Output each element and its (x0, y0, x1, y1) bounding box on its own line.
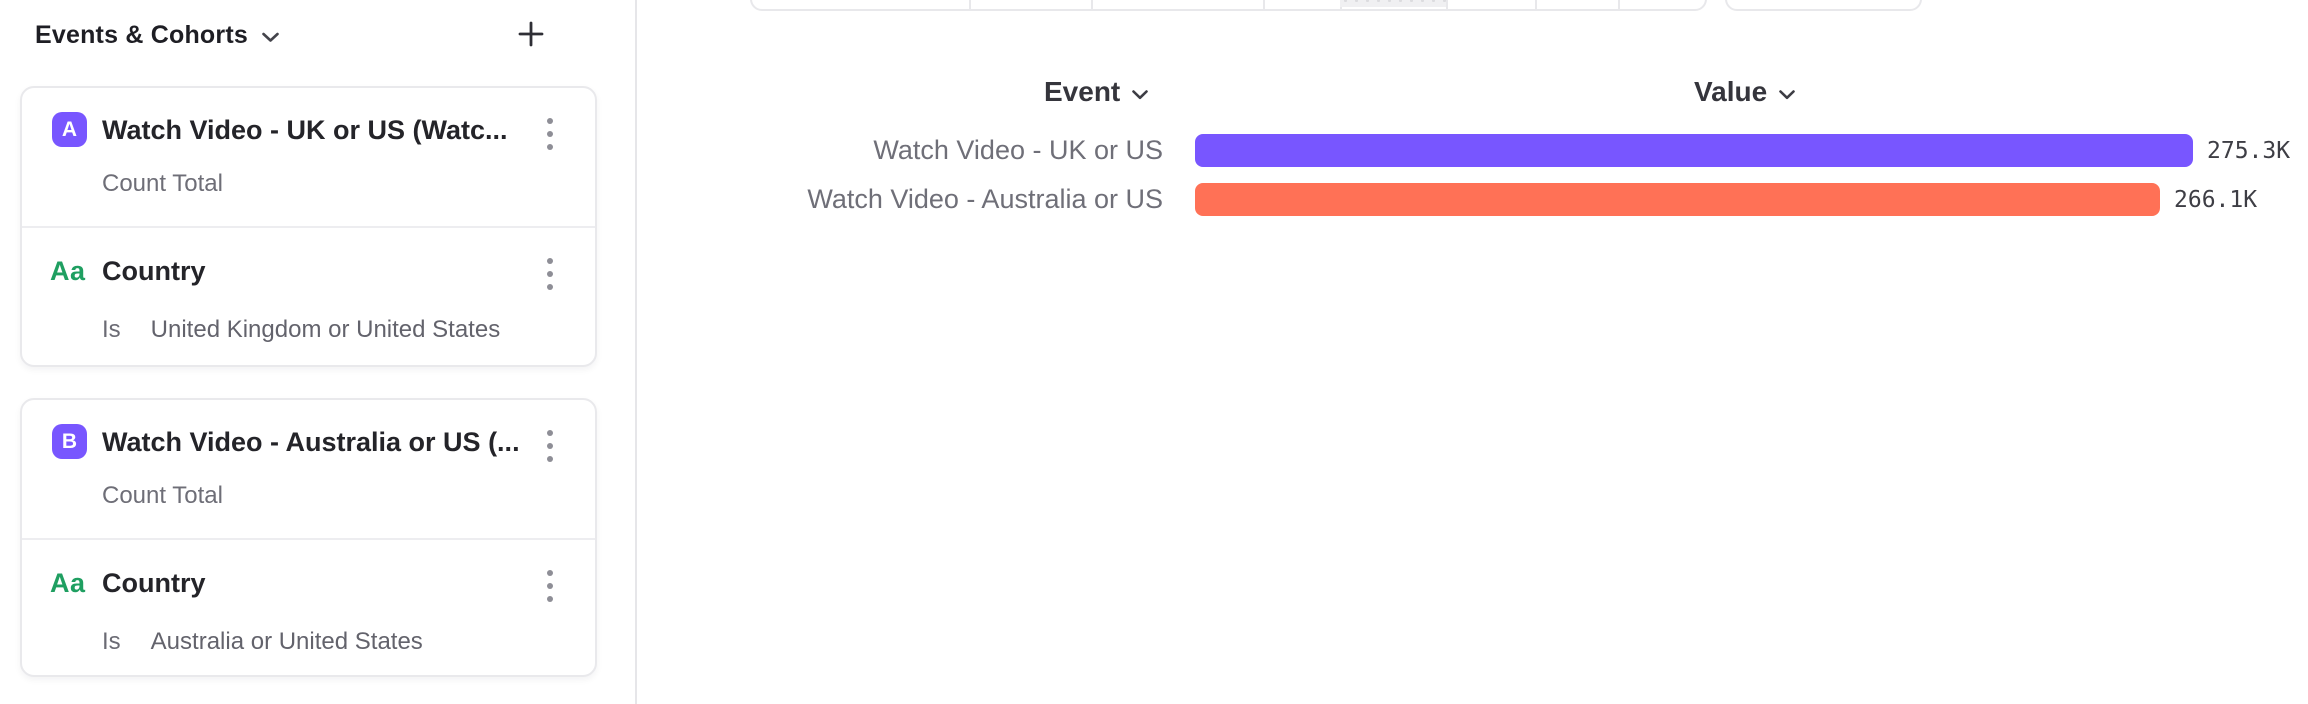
filter-operand: Australia or United States (150, 628, 423, 655)
add-event-button[interactable] (509, 13, 553, 57)
series-badge-b: B (52, 424, 87, 459)
visualization-toolbar[interactable] (750, 0, 1707, 11)
toolbar-button[interactable] (1725, 0, 1922, 11)
selected-toolbar-segment[interactable] (1340, 0, 1446, 7)
bar-value: 275.3K (2207, 137, 2291, 164)
chevron-down-icon (1779, 89, 1795, 100)
filter-row[interactable]: Aa Country Is Australia or United States (22, 538, 595, 677)
report-canvas: Event Value Watch Video - UK or US 275.3… (639, 0, 2308, 704)
event-name: Watch Video - Australia or US (... (102, 427, 520, 457)
filter-row[interactable]: Aa Country Is United Kingdom or United S… (22, 226, 595, 365)
event-options-button[interactable] (533, 424, 567, 468)
filter-operand: United Kingdom or United States (150, 316, 501, 343)
chart-row: Watch Video - Australia or US 266.1K (639, 183, 2257, 216)
panel-title-dropdown[interactable]: Events & Cohorts (35, 21, 279, 50)
event-card-b: B Watch Video - Australia or US (... Cou… (20, 398, 597, 677)
chevron-down-icon (262, 32, 279, 43)
event-measurement[interactable]: Count Total (102, 170, 223, 197)
series-label: Watch Video - Australia or US (807, 184, 1163, 214)
chart-row: Watch Video - UK or US 275.3K (639, 134, 2290, 167)
event-measurement[interactable]: Count Total (102, 482, 223, 509)
string-property-icon: Aa (50, 568, 86, 598)
plus-icon (518, 21, 544, 50)
filter-options-button[interactable] (533, 564, 567, 608)
events-cohorts-panel: Events & Cohorts A Watch Video - UK or U… (0, 0, 637, 704)
property-name: Country (102, 256, 206, 286)
filter-condition[interactable]: Is United Kingdom or United States (102, 316, 500, 344)
series-badge-a: A (52, 112, 87, 147)
event-column-header[interactable]: Event (1044, 76, 1149, 108)
bar-australia-or-us[interactable] (1195, 183, 2160, 216)
event-name: Watch Video - UK or US (Watc... (102, 115, 508, 145)
event-card-a: A Watch Video - UK or US (Watc... Count … (20, 86, 597, 367)
filter-condition[interactable]: Is Australia or United States (102, 628, 423, 656)
series-label: Watch Video - UK or US (873, 135, 1163, 165)
bar-uk-or-us[interactable] (1195, 134, 2193, 167)
filter-operator: Is (102, 316, 121, 343)
panel-header: Events & Cohorts (35, 15, 605, 55)
panel-title: Events & Cohorts (35, 20, 248, 49)
bar-value: 266.1K (2174, 186, 2258, 213)
chevron-down-icon (1132, 89, 1149, 100)
event-row[interactable]: A Watch Video - UK or US (Watc... Count … (22, 88, 595, 226)
filter-operator: Is (102, 628, 121, 655)
value-column-header[interactable]: Value (1694, 76, 1795, 108)
value-header-label: Value (1694, 76, 1768, 107)
property-name: Country (102, 568, 206, 598)
event-row[interactable]: B Watch Video - Australia or US (... Cou… (22, 400, 595, 538)
string-property-icon: Aa (50, 256, 86, 286)
event-options-button[interactable] (533, 112, 567, 156)
filter-options-button[interactable] (533, 252, 567, 296)
event-header-label: Event (1044, 76, 1121, 107)
